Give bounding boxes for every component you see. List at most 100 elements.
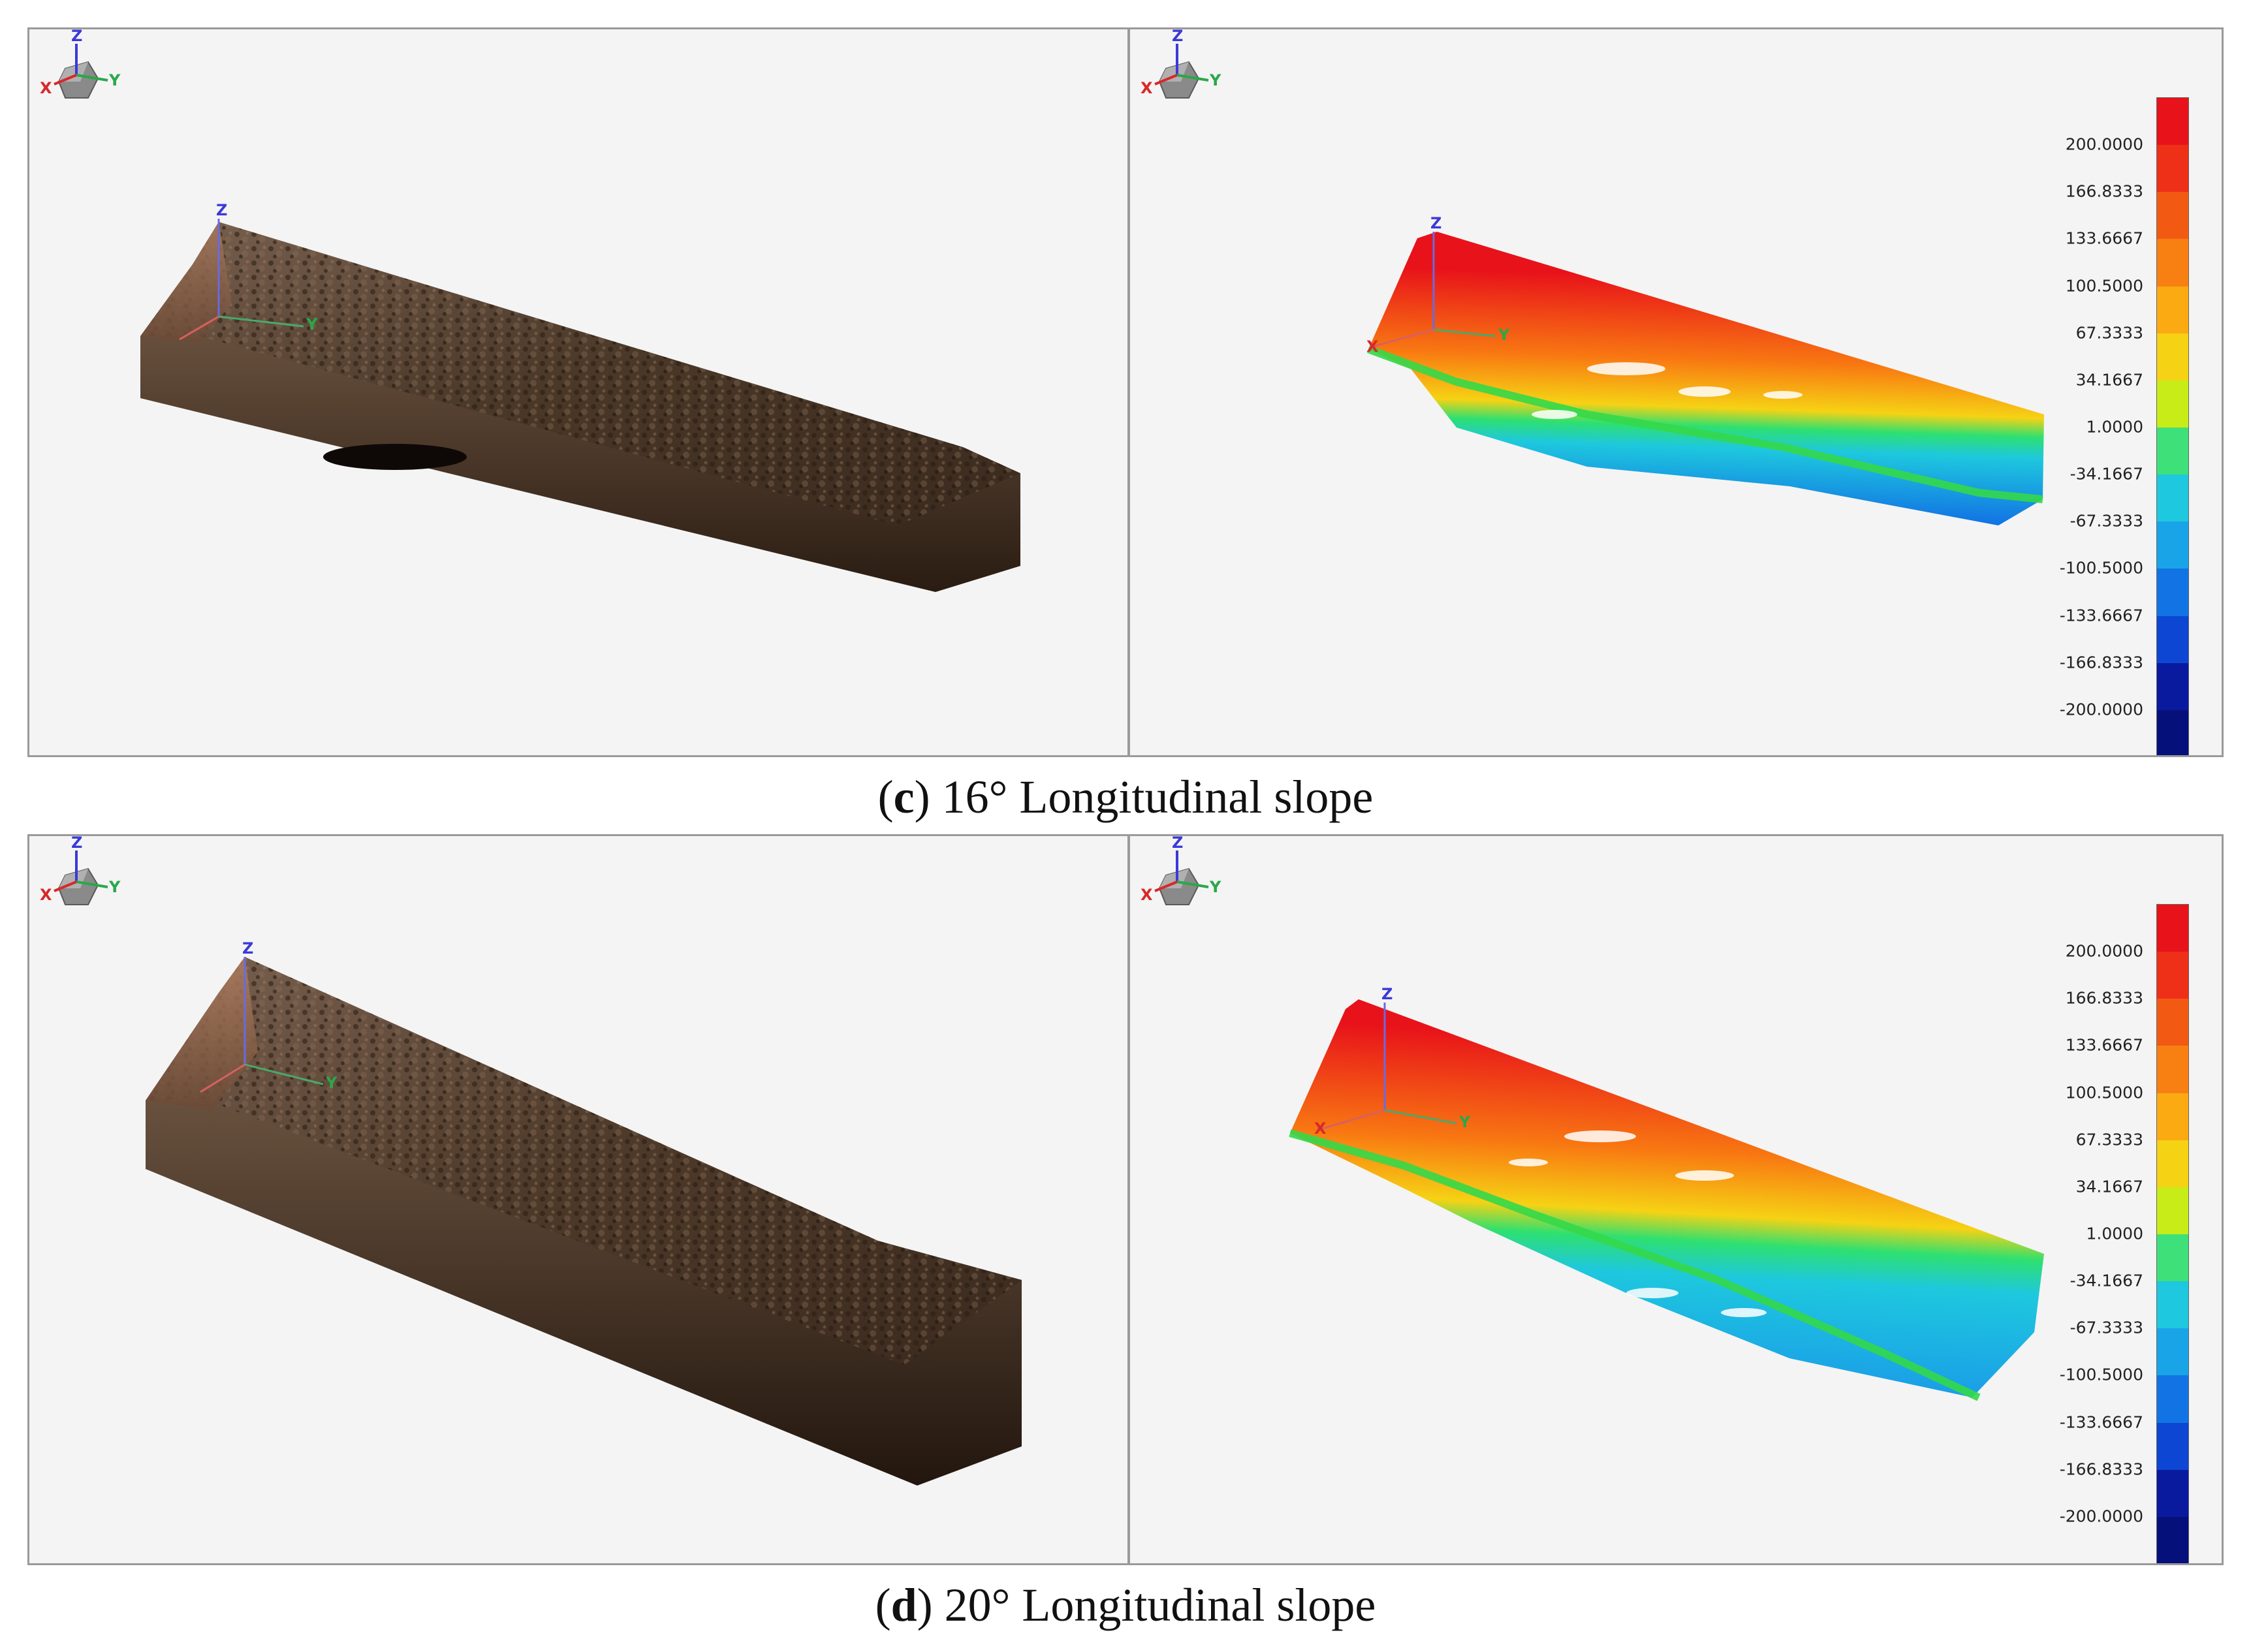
- textured-terrain-model: Z Y: [140, 201, 1020, 592]
- legend-tick-label: 133.6667: [2065, 228, 2143, 248]
- legend-color-band: [2157, 905, 2188, 952]
- svg-text:Z: Z: [71, 836, 82, 852]
- color-legend-bar: [2156, 904, 2189, 1563]
- legend-color-band: [2157, 1187, 2188, 1235]
- legend-tick-label: 166.8333: [2065, 988, 2143, 1008]
- legend-color-band: [2157, 999, 2188, 1046]
- legend-tick-label: 133.6667: [2065, 1035, 2143, 1055]
- view-orientation-gizmo[interactable]: Z Y X: [29, 836, 127, 934]
- color-legend: 200.0000 166.8333 133.6667 100.5000 67.3333 3…: [2026, 904, 2196, 1563]
- svg-text:Z: Z: [242, 939, 253, 958]
- legend-color-band: [2157, 1281, 2188, 1329]
- legend-color-band: [2157, 709, 2188, 755]
- zero-contour: [1366, 345, 2043, 503]
- caption-c-letter: c: [893, 771, 915, 823]
- point-cloud-gaps: [1532, 362, 1802, 419]
- view-orientation-gizmo[interactable]: Z Y X: [1130, 29, 1228, 127]
- svg-text:Y: Y: [1209, 71, 1221, 89]
- local-axes-triad: Z Y: [179, 201, 318, 341]
- caption-d-letter: d: [890, 1579, 917, 1631]
- model-end-cap: [146, 957, 258, 1110]
- legend-tick-label: -100.5000: [2059, 558, 2143, 578]
- svg-text:Z: Z: [1172, 836, 1183, 852]
- model-gravel-texture: [140, 222, 1020, 525]
- legend-tick-label: -67.3333: [2070, 1318, 2143, 1337]
- legend-tick-label: -133.6667: [2059, 606, 2143, 625]
- svg-text:X: X: [1141, 79, 1153, 97]
- panel-d-height-map: Z Y X 200.0000 166.8333 133.6667 100.5000 67…: [1128, 834, 2224, 1565]
- legend-color-band: [2157, 952, 2188, 999]
- height-colormap-model: Z Y X: [1289, 985, 2044, 1401]
- legend-tick-label: -133.6667: [2059, 1412, 2143, 1432]
- legend-color-band: [2157, 662, 2188, 711]
- caption-c-text: 16° Longitudinal slope: [930, 771, 1374, 823]
- local-axes-triad: Z Y X: [1366, 214, 1510, 356]
- svg-text:X: X: [1366, 337, 1379, 356]
- svg-text:X: X: [1141, 886, 1153, 904]
- legend-color-band: [2157, 616, 2188, 664]
- legend-tick-label: -100.5000: [2059, 1365, 2143, 1384]
- legend-tick-label: 200.0000: [2065, 134, 2143, 154]
- view-orientation-gizmo[interactable]: Z Y X: [1130, 836, 1228, 934]
- model-side-face: [140, 317, 1020, 592]
- svg-text:Z: Z: [1381, 985, 1393, 1003]
- local-axes-triad: Z Y X: [1314, 985, 1471, 1138]
- svg-text:X: X: [1314, 1119, 1327, 1138]
- model-gravel-texture: [146, 957, 1022, 1365]
- legend-color-band: [2157, 1140, 2188, 1188]
- legend-color-band: [2157, 1093, 2188, 1141]
- legend-tick-label: -34.1667: [2070, 1271, 2143, 1290]
- svg-text:Z: Z: [1430, 214, 1441, 232]
- model-side-face: [146, 1084, 1022, 1486]
- panel-d-textured-model: Z Y Z Y X: [27, 834, 1129, 1565]
- legend-color-band: [2157, 428, 2188, 475]
- point-cloud-gaps: [1509, 1130, 1767, 1317]
- legend-tick-label: -34.1667: [2070, 464, 2143, 484]
- legend-color-band: [2157, 333, 2188, 381]
- legend-color-band: [2157, 286, 2188, 334]
- svg-text:Y: Y: [1458, 1113, 1471, 1131]
- legend-color-band: [2157, 145, 2188, 193]
- legend-tick-label: 1.0000: [2086, 1224, 2143, 1243]
- colormap-surface: [1368, 232, 2044, 525]
- legend-color-band: [2157, 569, 2188, 617]
- legend-tick-label: 67.3333: [2075, 1130, 2143, 1149]
- local-axes-triad: Z Y: [200, 939, 338, 1093]
- svg-text:X: X: [40, 886, 52, 904]
- legend-color-band: [2157, 1422, 2188, 1471]
- zero-contour: [1289, 1129, 1981, 1401]
- legend-tick-label: 67.3333: [2075, 323, 2143, 343]
- color-legend-bar: [2156, 97, 2189, 755]
- legend-tick-label: -166.8333: [2059, 653, 2143, 672]
- legend-tick-label: 100.5000: [2065, 276, 2143, 296]
- svg-text:Z: Z: [71, 29, 82, 45]
- legend-tick-label: 166.8333: [2065, 181, 2143, 201]
- legend-tick-label: 200.0000: [2065, 941, 2143, 961]
- legend-color-band: [2157, 192, 2188, 240]
- color-legend-ticks: 200.0000 166.8333 133.6667 100.5000 67.3333 3…: [2026, 97, 2143, 755]
- caption-d-text: 20° Longitudinal slope: [932, 1579, 1376, 1631]
- legend-tick-label: -67.3333: [2070, 511, 2143, 531]
- legend-color-band: [2157, 475, 2188, 522]
- legend-tick-label: 1.0000: [2086, 417, 2143, 437]
- svg-text:Y: Y: [108, 71, 121, 89]
- model-void: [323, 444, 467, 470]
- legend-tick-label: 34.1667: [2075, 370, 2143, 390]
- view-orientation-gizmo[interactable]: Z Y X: [29, 29, 127, 127]
- legend-color-band: [2157, 1375, 2188, 1424]
- legend-tick-label: -166.8333: [2059, 1459, 2143, 1479]
- height-colormap-model: Z Y X: [1366, 214, 2044, 525]
- svg-text:Y: Y: [306, 315, 318, 334]
- model-end-cap: [140, 222, 232, 343]
- legend-color-band: [2157, 1469, 2188, 1518]
- legend-color-band: [2157, 1516, 2188, 1563]
- legend-tick-label: 100.5000: [2065, 1083, 2143, 1102]
- color-legend-ticks: 200.0000 166.8333 133.6667 100.5000 67.3333 3…: [2026, 904, 2143, 1563]
- legend-tick-label: -200.0000: [2059, 700, 2143, 719]
- legend-color-band: [2157, 1046, 2188, 1094]
- colormap-surface: [1290, 999, 2044, 1397]
- legend-color-band: [2157, 239, 2188, 287]
- caption-c: (c) 16° Longitudinal slope: [877, 771, 1374, 823]
- svg-text:Z: Z: [1172, 29, 1183, 45]
- panel-c-textured-model: Z Y Z Y X: [27, 27, 1129, 757]
